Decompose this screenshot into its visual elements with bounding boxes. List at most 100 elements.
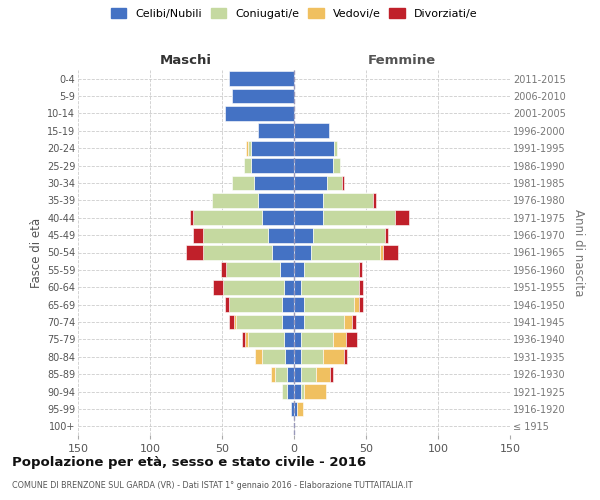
Bar <box>294 210 323 225</box>
Bar <box>294 298 304 312</box>
Y-axis label: Anni di nascita: Anni di nascita <box>572 209 585 296</box>
Bar <box>301 350 323 364</box>
Bar <box>247 141 248 156</box>
Bar <box>294 176 327 190</box>
Bar <box>333 332 346 347</box>
Bar <box>275 367 287 382</box>
Bar <box>294 193 323 208</box>
Bar <box>346 332 358 347</box>
Bar <box>311 245 380 260</box>
Bar <box>190 210 193 225</box>
Bar <box>294 124 329 138</box>
Bar <box>284 332 294 347</box>
Bar <box>186 245 203 260</box>
Bar <box>268 228 294 242</box>
Bar <box>294 141 334 156</box>
Bar <box>380 245 383 260</box>
Bar <box>385 228 388 242</box>
Bar <box>245 332 248 347</box>
Bar <box>359 298 363 312</box>
Bar <box>272 245 294 260</box>
Bar <box>301 280 359 294</box>
Y-axis label: Fasce di età: Fasce di età <box>29 218 43 288</box>
Bar <box>304 262 359 278</box>
Bar <box>236 314 283 330</box>
Bar <box>395 210 409 225</box>
Bar <box>258 193 294 208</box>
Bar <box>323 210 395 225</box>
Bar <box>294 158 333 173</box>
Bar <box>330 367 333 382</box>
Bar <box>341 176 344 190</box>
Bar <box>271 367 275 382</box>
Bar <box>344 350 347 364</box>
Bar <box>287 384 294 399</box>
Bar <box>251 141 294 156</box>
Bar <box>327 176 341 190</box>
Bar <box>262 350 286 364</box>
Bar <box>373 193 376 208</box>
Bar <box>242 332 245 347</box>
Legend: Celibi/Nubili, Coniugati/e, Vedovi/e, Divorziati/e: Celibi/Nubili, Coniugati/e, Vedovi/e, Di… <box>111 8 477 19</box>
Bar <box>254 176 294 190</box>
Bar <box>280 262 294 278</box>
Bar <box>226 262 280 278</box>
Text: Maschi: Maschi <box>160 54 212 66</box>
Bar <box>221 262 226 278</box>
Bar <box>284 280 294 294</box>
Bar <box>352 314 356 330</box>
Bar <box>244 158 251 173</box>
Bar <box>301 367 316 382</box>
Bar <box>294 384 301 399</box>
Bar <box>333 158 340 173</box>
Bar <box>225 298 229 312</box>
Bar <box>223 280 284 294</box>
Bar <box>344 314 352 330</box>
Text: COMUNE DI BRENZONE SUL GARDA (VR) - Dati ISTAT 1° gennaio 2016 - Elaborazione TU: COMUNE DI BRENZONE SUL GARDA (VR) - Dati… <box>12 482 413 490</box>
Bar <box>286 350 294 364</box>
Bar <box>301 384 304 399</box>
Bar <box>233 314 236 330</box>
Bar <box>294 262 304 278</box>
Text: Femmine: Femmine <box>368 54 436 66</box>
Bar <box>323 193 373 208</box>
Bar <box>212 193 258 208</box>
Bar <box>323 350 344 364</box>
Bar <box>291 402 294 416</box>
Bar <box>301 332 333 347</box>
Bar <box>304 314 344 330</box>
Bar <box>294 228 313 242</box>
Bar <box>258 124 294 138</box>
Bar <box>359 262 362 278</box>
Bar <box>313 228 385 242</box>
Bar <box>294 402 297 416</box>
Bar <box>248 332 284 347</box>
Bar <box>383 245 398 260</box>
Bar <box>203 228 268 242</box>
Bar <box>251 158 294 173</box>
Bar <box>283 298 294 312</box>
Bar <box>225 106 294 121</box>
Bar <box>294 367 301 382</box>
Bar <box>232 176 254 190</box>
Bar <box>283 314 294 330</box>
Bar <box>294 350 301 364</box>
Bar <box>287 367 294 382</box>
Bar <box>297 402 302 416</box>
Bar <box>214 280 223 294</box>
Bar <box>334 141 337 156</box>
Bar <box>262 210 294 225</box>
Bar <box>316 367 330 382</box>
Bar <box>294 314 304 330</box>
Bar <box>229 298 283 312</box>
Bar <box>229 314 233 330</box>
Bar <box>294 332 301 347</box>
Text: Popolazione per età, sesso e stato civile - 2016: Popolazione per età, sesso e stato civil… <box>12 456 366 469</box>
Bar <box>294 280 301 294</box>
Bar <box>193 210 262 225</box>
Bar <box>193 228 203 242</box>
Bar <box>304 298 355 312</box>
Bar <box>203 245 272 260</box>
Bar <box>304 384 326 399</box>
Bar <box>283 384 287 399</box>
